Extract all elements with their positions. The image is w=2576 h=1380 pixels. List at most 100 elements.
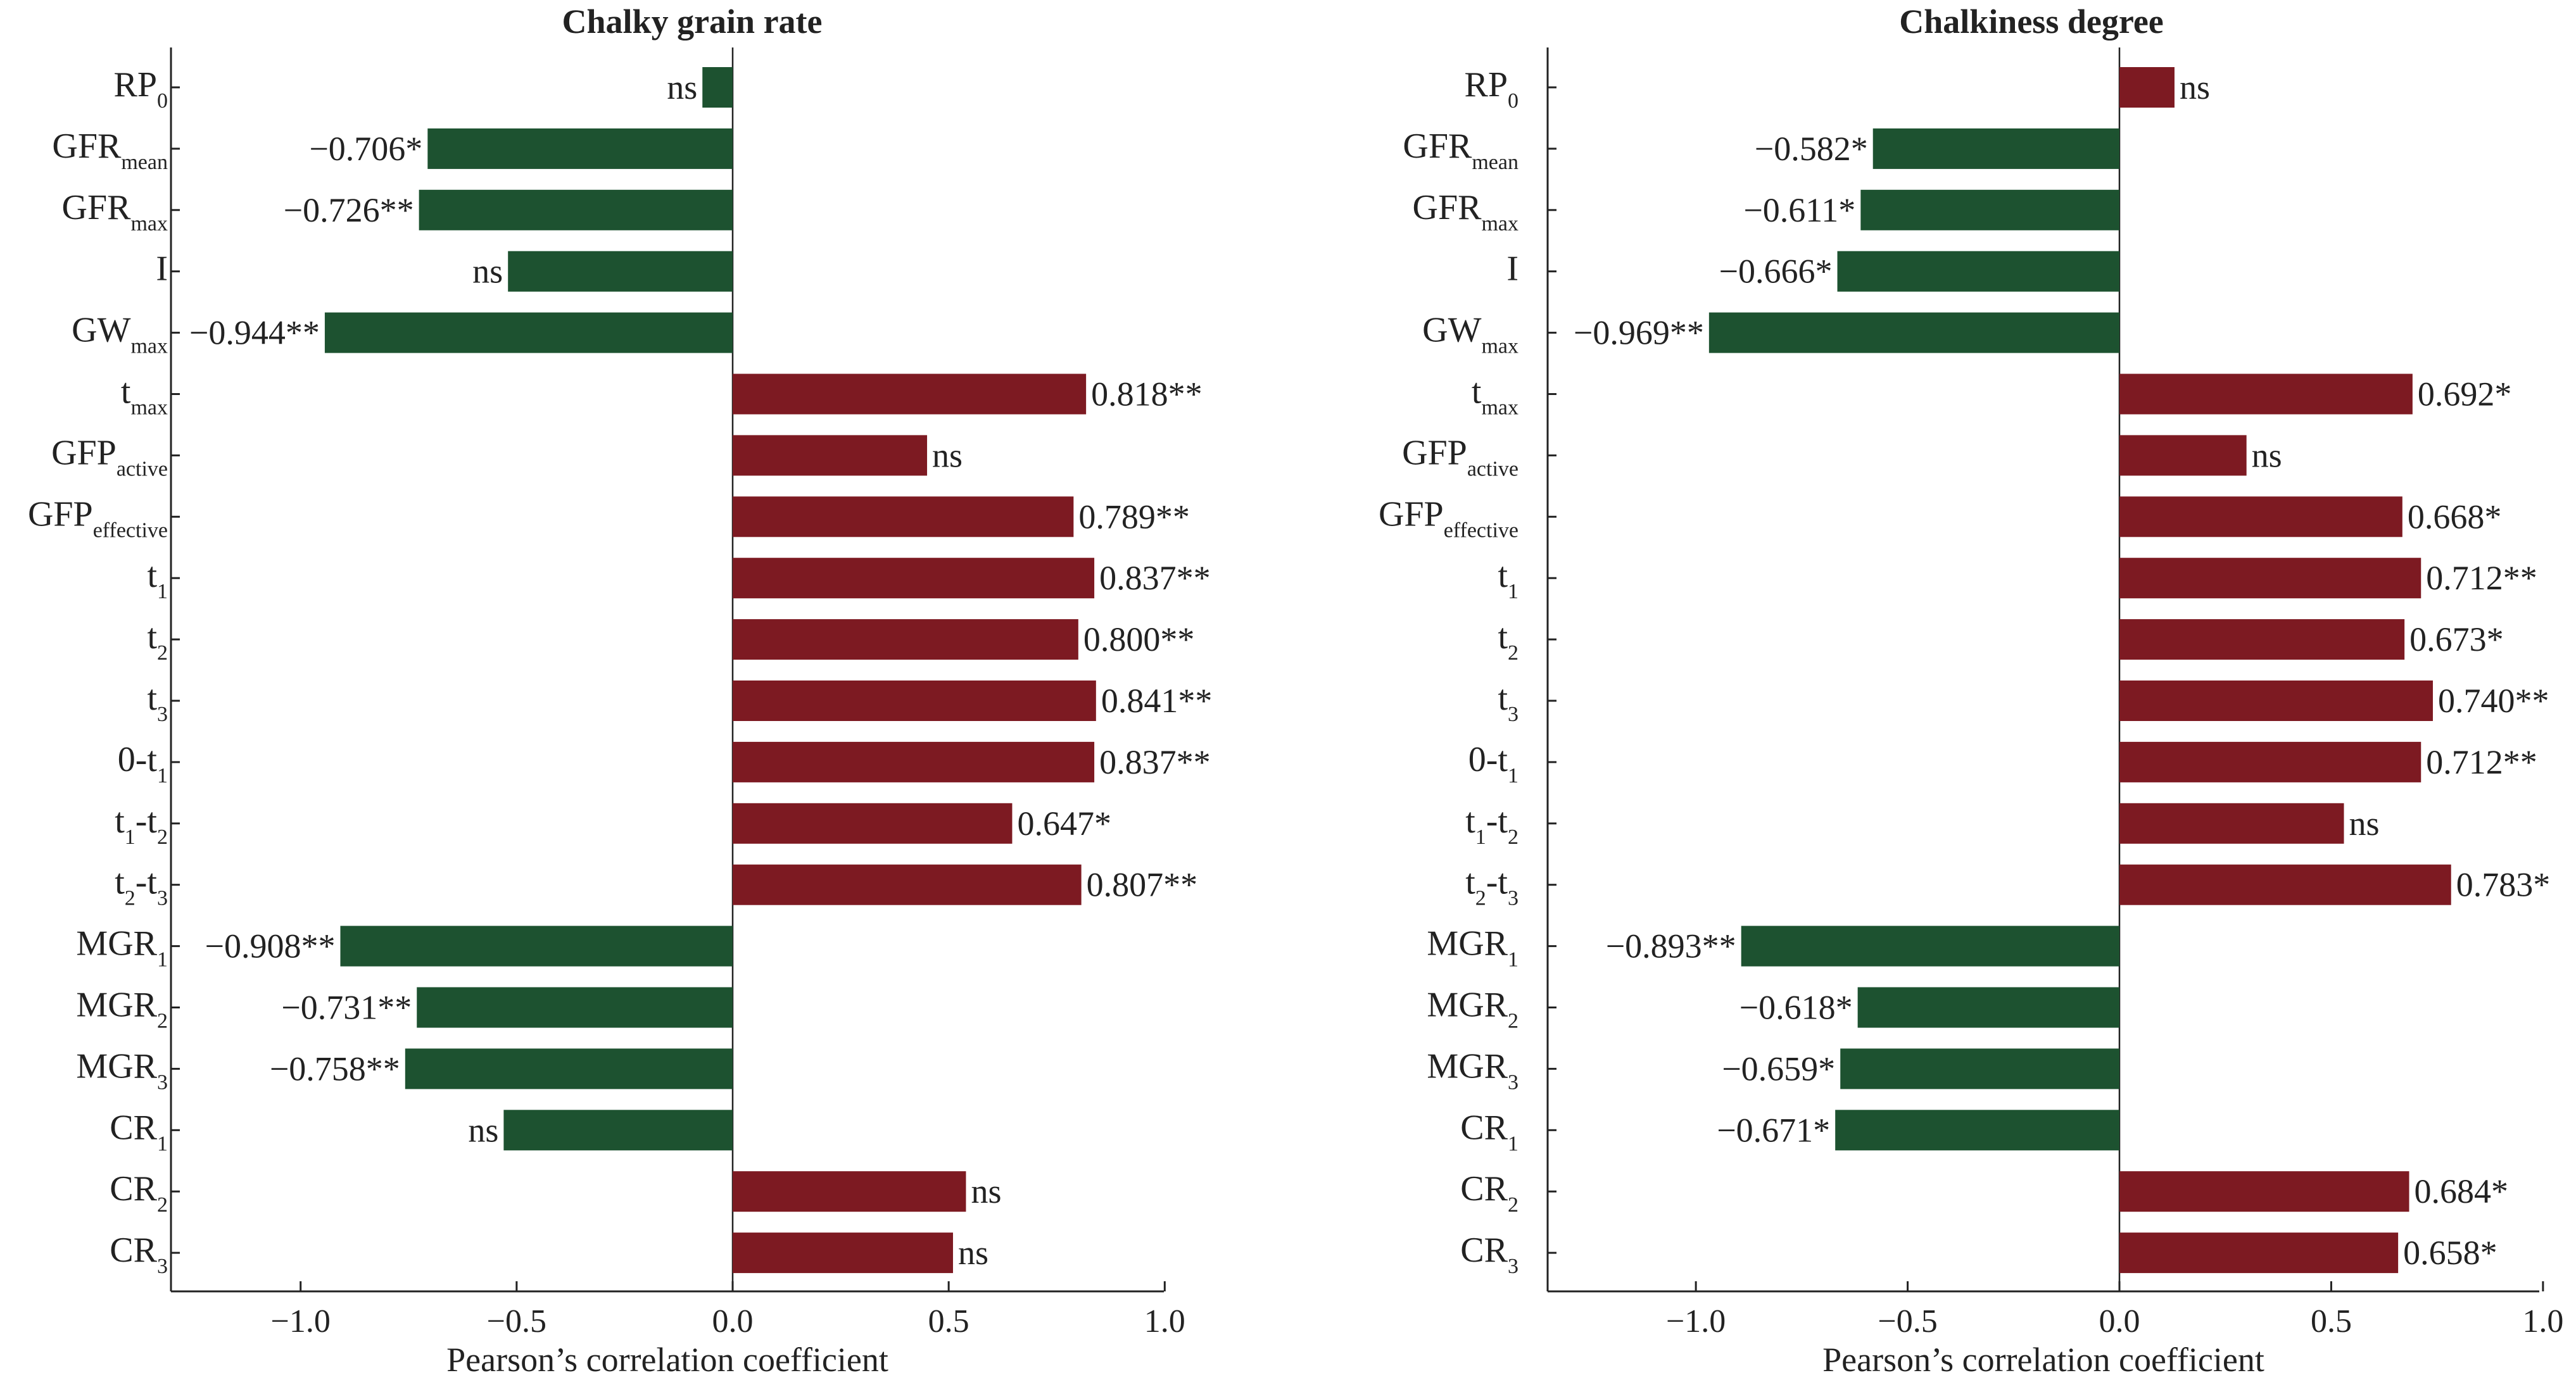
category-subscript: 2 [157,1193,168,1217]
category-main: 0-t [118,740,158,779]
data-label: −0.969** [1574,314,1704,352]
data-label: −0.893** [1606,927,1736,965]
category-label-gwmax: GWmax [72,311,168,358]
data-label: 0.684* [2415,1172,2509,1210]
data-label: 0.841** [1101,682,1213,720]
bar-i [1837,251,2119,292]
category-main: GW [1422,311,1481,350]
category-main: CR [110,1169,157,1208]
bar-t1-t2 [733,803,1013,844]
category-main: RP [114,65,158,104]
bar-t3 [2119,681,2433,721]
category-subscript: 1 [157,580,168,603]
x-tick-label: 0.0 [712,1303,754,1339]
data-label: ns [468,1111,498,1149]
category-subscript: 2 [1508,1193,1518,1217]
category-label-gfrmax: GFRmax [1413,188,1518,235]
bar-t1 [733,558,1095,599]
category-subscript: effective [1444,518,1518,542]
category-subscript: mean [121,151,168,174]
category-subscript: 2 [157,641,168,665]
data-label: 0.837** [1099,559,1211,597]
category-label-t1-t2: t1-t2 [1465,801,1518,849]
bar-cr3 [733,1233,953,1274]
category-main: -t [1486,863,1508,902]
bar-t1 [2119,558,2421,599]
category-main: I [156,249,168,289]
bar-mgr1 [1741,925,2119,967]
category-subscript: active [117,457,168,480]
data-label: 0.837** [1099,743,1211,781]
bar-t2 [2119,619,2405,660]
data-label: 0.807** [1087,866,1198,904]
bar-gfrmean [1872,128,2119,169]
category-label-gfpeffective: GFPeffective [28,494,168,542]
x-tick-label: −0.5 [1878,1303,1937,1339]
category-main: CR [110,1108,157,1147]
category-main: GFR [52,127,122,166]
bar-gfpactive [733,435,928,476]
bar-tmax [2119,373,2413,415]
category-main: t [115,801,125,841]
category-label-gwmax: GWmax [1422,311,1518,358]
category-subscript: 1 [125,825,136,849]
chart-title: Chalky grain rate [562,3,823,41]
category-main: t [1465,801,1475,841]
category-main: MGR [76,924,157,963]
category-subscript: 1 [1508,1132,1518,1155]
category-label-cr2: CR2 [1460,1169,1518,1217]
data-label: 0.673* [2409,620,2504,658]
x-tick-label: 0.5 [928,1303,969,1339]
category-main: GFR [1403,127,1472,166]
category-subscript: 3 [157,703,168,726]
category-main: GFR [62,188,132,227]
bar-tmax [733,373,1087,415]
x-tick-label: 1.0 [1144,1303,1185,1339]
x-tick-label: −1.0 [271,1303,331,1339]
category-label-t1: t1 [1498,556,1518,603]
category-main: CR [1460,1169,1508,1208]
data-label: 0.789** [1078,498,1190,536]
category-label-i: I [1506,249,1518,289]
category-subscript: 2 [1475,887,1486,910]
category-main: t [121,372,131,411]
category-label-i: I [156,249,168,289]
data-label: ns [958,1234,988,1272]
category-subscript: 0 [1508,89,1518,113]
data-label: 0.818** [1091,375,1203,413]
bar-cr2 [733,1171,966,1212]
bar-cr3 [2119,1233,2399,1274]
category-main: CR [1460,1108,1508,1147]
data-label: 0.712** [2426,559,2537,597]
category-label-t1-t2: t1-t2 [115,801,168,849]
x-axis-label: Pearson’s correlation coefficient [446,1341,888,1379]
data-label: ns [472,253,503,291]
category-subscript: max [130,212,168,235]
data-label: −0.611* [1743,191,1855,229]
bar-cr1 [1835,1110,2119,1151]
category-main: GW [72,311,130,350]
category-main: MGR [76,986,157,1025]
category-label-t2-t3: t2-t3 [1465,863,1518,910]
category-label-rp0: RP0 [114,65,168,113]
category-main: -t [136,801,158,841]
category-label-tmax: tmax [1472,372,1518,420]
category-subscript: 2 [1508,641,1518,665]
bar-mgr2 [417,987,733,1028]
category-subscript: 0 [157,89,168,113]
data-label: ns [932,436,963,474]
category-subscript: active [1467,457,1518,480]
category-label-0-t1: 0-t1 [1468,740,1518,787]
category-label-gfrmean: GFRmean [52,127,168,174]
category-main: t [1498,617,1508,656]
category-subscript: 3 [1508,1255,1518,1278]
category-main: t [115,863,125,902]
category-subscript: 2 [125,887,136,910]
category-main: I [1506,249,1518,289]
data-label: −0.666* [1719,253,1833,291]
category-label-0-t1: 0-t1 [118,740,168,787]
chart-title: Chalkiness degree [1899,3,2164,41]
category-subscript: 3 [157,1070,168,1094]
chart-panel-chalkiness-degree: Chalkiness degree −1.0 −0.5 0.0 0.5 1.0 Pearso… [1379,3,2563,1379]
